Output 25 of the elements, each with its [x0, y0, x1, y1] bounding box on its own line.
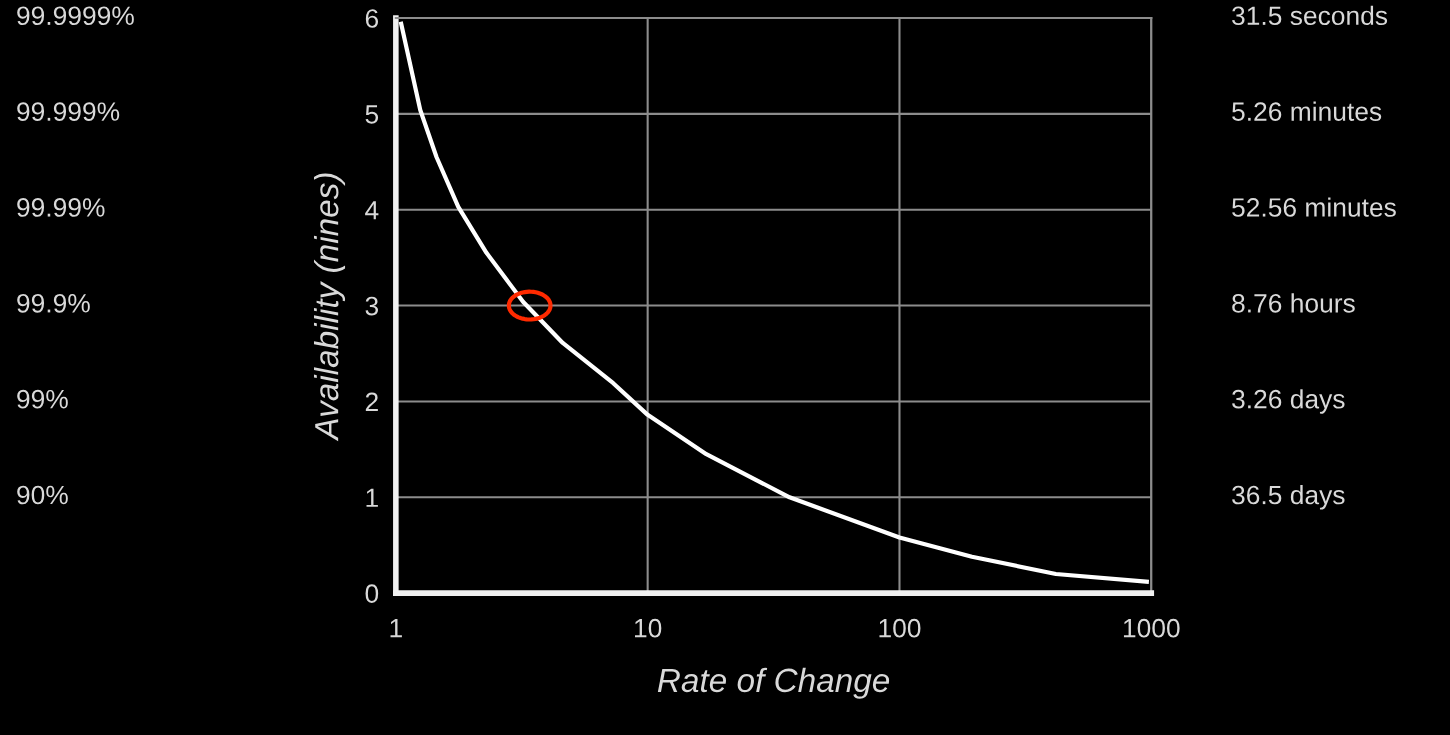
x-tick-label: 100 — [879, 618, 921, 638]
text: 99.99% — [17, 198, 105, 217]
text: 3.26 days — [1232, 389, 1345, 414]
text: 52.56 minutes — [1232, 197, 1396, 217]
text: 90% — [17, 485, 68, 505]
x-axis-title: Rate of Change — [657, 667, 890, 699]
y-axis-title: Availability (nines) — [313, 173, 346, 442]
text: 5.26 minutes — [1232, 101, 1382, 121]
y-tick-label: 6 — [365, 9, 379, 28]
text: 99% — [17, 389, 68, 409]
text: 99.9% — [17, 293, 90, 313]
y-tick-label: 4 — [365, 201, 379, 220]
text: 36.5 days — [1232, 484, 1345, 510]
text: 8.76 hours — [1232, 293, 1355, 313]
y-tick-label: 1 — [366, 488, 378, 507]
x-tick-label: 1 — [390, 619, 402, 638]
y-tick-label: 3 — [365, 296, 379, 316]
x-tick-label: 1000 — [1123, 618, 1180, 638]
text: 31.5 seconds — [1232, 5, 1388, 26]
text: 99.9999% — [17, 6, 134, 26]
x-tick-label: 10 — [635, 618, 662, 638]
y-tick-label: 5 — [365, 105, 379, 124]
text: 99.999% — [17, 102, 120, 121]
y-tick-label: 0 — [365, 584, 379, 603]
y-tick-label: 2 — [365, 392, 378, 411]
